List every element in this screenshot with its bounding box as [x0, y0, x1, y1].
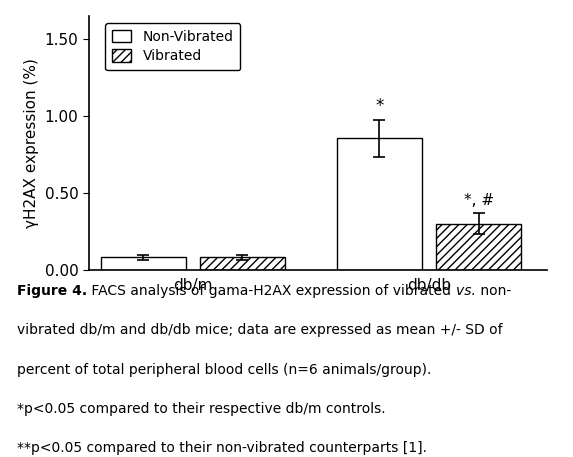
Text: vibrated db/m and db/db mice; data are expressed as mean +/- SD of: vibrated db/m and db/db mice; data are e…	[17, 324, 503, 337]
Text: percent of total peripheral blood cells (n=6 animals/group).: percent of total peripheral blood cells …	[17, 362, 431, 377]
Text: vs.: vs.	[456, 284, 476, 298]
Text: **p<0.05 compared to their non-vibrated counterparts [1].: **p<0.05 compared to their non-vibrated …	[17, 441, 427, 455]
Text: Figure 4.: Figure 4.	[17, 284, 87, 298]
Legend: Non-Vibrated, Vibrated: Non-Vibrated, Vibrated	[105, 23, 240, 70]
Text: *p<0.05 compared to their respective db/m controls.: *p<0.05 compared to their respective db/…	[17, 402, 386, 416]
Y-axis label: γH2AX expression (%): γH2AX expression (%)	[24, 58, 39, 228]
Bar	[101, 257, 186, 270]
Text: *: *	[375, 97, 384, 115]
Bar	[200, 257, 285, 270]
Bar	[436, 223, 521, 270]
Text: non-: non-	[476, 284, 511, 298]
Text: FACS analysis of gama-H2AX expression of vibrated: FACS analysis of gama-H2AX expression of…	[87, 284, 456, 298]
Bar	[337, 138, 422, 270]
Text: *, #: *, #	[464, 193, 494, 208]
